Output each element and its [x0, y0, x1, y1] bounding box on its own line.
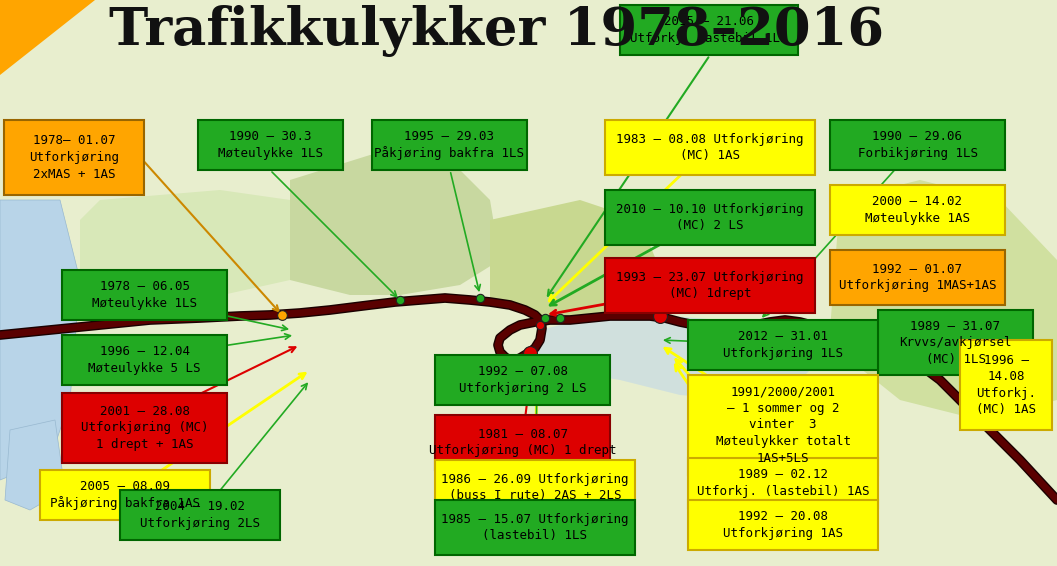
FancyBboxPatch shape: [605, 258, 815, 313]
Text: 1996 – 12.04
Møteulykke 5 LS: 1996 – 12.04 Møteulykke 5 LS: [88, 345, 201, 375]
Polygon shape: [290, 155, 500, 295]
FancyBboxPatch shape: [605, 120, 815, 175]
FancyBboxPatch shape: [688, 375, 878, 475]
FancyBboxPatch shape: [830, 250, 1005, 305]
FancyBboxPatch shape: [435, 500, 635, 555]
FancyBboxPatch shape: [62, 393, 227, 463]
Text: 2015 – 21.06
Utforkj. Lastebil 1LS: 2015 – 21.06 Utforkj. Lastebil 1LS: [630, 15, 787, 45]
Text: 2004 – 19.02
Utforkjøring 2LS: 2004 – 19.02 Utforkjøring 2LS: [140, 500, 260, 530]
Text: Trafikkulykker 1978–2016: Trafikkulykker 1978–2016: [109, 5, 885, 57]
Text: 1990 – 29.06
Forbikjøring 1LS: 1990 – 29.06 Forbikjøring 1LS: [857, 130, 978, 160]
Polygon shape: [0, 200, 80, 480]
FancyBboxPatch shape: [62, 270, 227, 320]
Text: 1985 – 15.07 Utforkjøring
(lastebil) 1LS: 1985 – 15.07 Utforkjøring (lastebil) 1LS: [441, 513, 629, 542]
FancyBboxPatch shape: [4, 120, 144, 195]
FancyBboxPatch shape: [435, 460, 635, 515]
Polygon shape: [490, 200, 660, 320]
Text: 1996 –
14.08
Utforkj.
(MC) 1AS: 1996 – 14.08 Utforkj. (MC) 1AS: [976, 354, 1036, 416]
FancyBboxPatch shape: [688, 458, 878, 508]
Text: 1986 – 26.09 Utforkjøring
(buss I rute) 2AS + 2LS: 1986 – 26.09 Utforkjøring (buss I rute) …: [441, 473, 629, 502]
FancyBboxPatch shape: [830, 120, 1005, 170]
Text: 2000 – 14.02
Møteulykke 1AS: 2000 – 14.02 Møteulykke 1AS: [865, 195, 970, 225]
Text: 1978 – 06.05
Møteulykke 1LS: 1978 – 06.05 Møteulykke 1LS: [92, 280, 197, 310]
Text: 1978– 01.07
Utforkjøring
2xMAS + 1AS: 1978– 01.07 Utforkjøring 2xMAS + 1AS: [29, 135, 119, 181]
Polygon shape: [80, 190, 290, 300]
Text: 1993 – 23.07 Utforkjøring
(MC) 1drept: 1993 – 23.07 Utforkjøring (MC) 1drept: [616, 271, 803, 300]
Text: 1989 – 31.07
Krvvs/avkjørsel
(MC) 1LS: 1989 – 31.07 Krvvs/avkjørsel (MC) 1LS: [900, 319, 1012, 366]
Polygon shape: [0, 0, 95, 75]
FancyBboxPatch shape: [198, 120, 344, 170]
Text: 1990 – 30.3
Møteulykke 1LS: 1990 – 30.3 Møteulykke 1LS: [218, 130, 323, 160]
FancyBboxPatch shape: [435, 415, 610, 470]
Text: 1992 – 07.08
Utforkjøring 2 LS: 1992 – 07.08 Utforkjøring 2 LS: [459, 365, 587, 395]
FancyBboxPatch shape: [878, 310, 1033, 375]
FancyBboxPatch shape: [372, 120, 527, 170]
Polygon shape: [830, 180, 1057, 420]
Polygon shape: [5, 420, 64, 510]
Text: 1989 – 02.12
Utforkj. (lastebil) 1AS: 1989 – 02.12 Utforkj. (lastebil) 1AS: [697, 468, 869, 498]
FancyBboxPatch shape: [62, 335, 227, 385]
FancyBboxPatch shape: [960, 340, 1052, 430]
Text: 1983 – 08.08 Utforkjøring
(MC) 1AS: 1983 – 08.08 Utforkjøring (MC) 1AS: [616, 133, 803, 162]
FancyBboxPatch shape: [605, 190, 815, 245]
Text: 2012 – 31.01
Utforkjøring 1LS: 2012 – 31.01 Utforkjøring 1LS: [723, 330, 843, 360]
FancyBboxPatch shape: [830, 185, 1005, 235]
Polygon shape: [530, 315, 820, 400]
Text: 2010 – 10.10 Utforkjøring
(MC) 2 LS: 2010 – 10.10 Utforkjøring (MC) 2 LS: [616, 203, 803, 232]
Text: 1981 – 08.07
Utforkjøring (MC) 1 drept: 1981 – 08.07 Utforkjøring (MC) 1 drept: [429, 428, 616, 457]
Text: 2005 – 08.09
Påkjøring bakfra 1AS: 2005 – 08.09 Påkjøring bakfra 1AS: [50, 479, 200, 511]
Text: 1992 – 20.08
Utforkjøring 1AS: 1992 – 20.08 Utforkjøring 1AS: [723, 511, 843, 540]
Text: 1995 – 29.03
Påkjøring bakfra 1LS: 1995 – 29.03 Påkjøring bakfra 1LS: [374, 130, 524, 160]
FancyBboxPatch shape: [435, 355, 610, 405]
FancyBboxPatch shape: [620, 5, 798, 55]
FancyBboxPatch shape: [688, 500, 878, 550]
Text: 1992 – 01.07
Utforkjøring 1MAS+1AS: 1992 – 01.07 Utforkjøring 1MAS+1AS: [839, 263, 997, 292]
Text: 1991/2000/2001
– 1 sommer og 2
vinter  3
Møteulykker totalt
1AS+5LS: 1991/2000/2001 – 1 sommer og 2 vinter 3 …: [716, 385, 851, 465]
FancyBboxPatch shape: [688, 320, 878, 370]
Text: 2001 – 28.08
Utforkjøring (MC)
1 drept + 1AS: 2001 – 28.08 Utforkjøring (MC) 1 drept +…: [80, 405, 208, 451]
FancyBboxPatch shape: [40, 470, 210, 520]
FancyBboxPatch shape: [120, 490, 280, 540]
